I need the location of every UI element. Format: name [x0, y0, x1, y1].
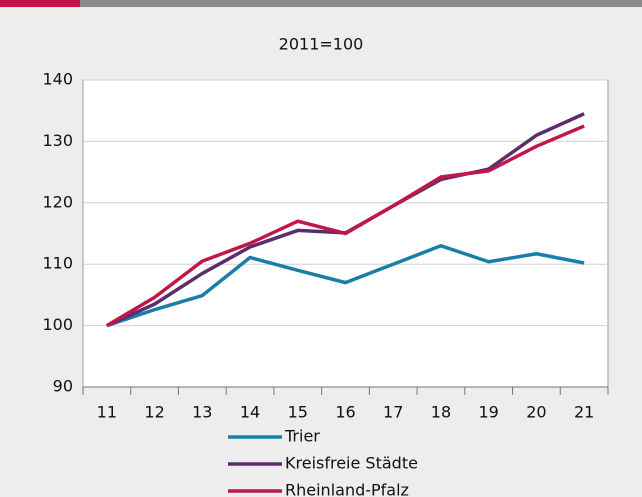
x-tick-label: 20 — [526, 403, 546, 422]
x-tick-label: 12 — [144, 403, 164, 422]
x-tick-label: 19 — [479, 403, 499, 422]
top-bar — [0, 0, 642, 7]
legend-label: Rheinland-Pfalz — [285, 481, 409, 497]
y-tick-label: 90 — [53, 377, 73, 396]
y-tick-label: 110 — [42, 254, 73, 273]
x-tick-label: 21 — [574, 403, 594, 422]
series-line — [106, 244, 585, 328]
x-tick-label: 15 — [288, 403, 308, 422]
top-bar-accent — [0, 0, 80, 7]
legend-label: Kreisfreie Städte — [285, 454, 418, 473]
legend-label: Trier — [284, 427, 320, 446]
series-line — [105, 124, 585, 328]
x-tick-label: 16 — [335, 403, 355, 422]
x-tick-label: 11 — [97, 403, 117, 422]
y-tick-label: 100 — [42, 315, 73, 334]
y-tick-label: 130 — [42, 131, 73, 150]
x-tick-label: 14 — [240, 403, 260, 422]
x-tick-label: 13 — [192, 403, 212, 422]
x-tick-label: 17 — [383, 403, 403, 422]
y-tick-label: 120 — [42, 192, 73, 211]
y-tick-label: 140 — [42, 70, 73, 89]
chart-title: 2011=100 — [279, 35, 364, 54]
x-tick-label: 18 — [431, 403, 451, 422]
